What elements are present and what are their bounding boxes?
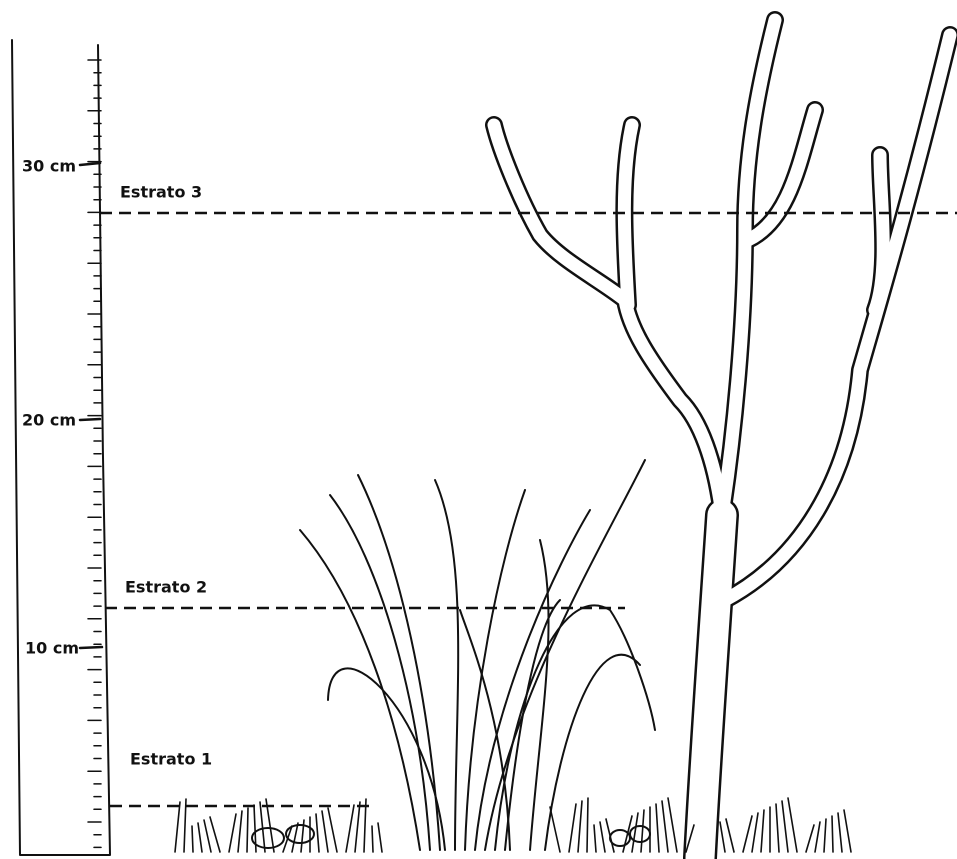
grass-blade [315, 813, 320, 853]
grass-blade [831, 815, 834, 853]
grass-blade [655, 803, 660, 853]
grass-blade [253, 804, 257, 853]
grass-blade [371, 825, 374, 853]
grass-blade [586, 797, 589, 853]
grass-blade [203, 819, 212, 853]
ruler-label: 10 cm [25, 639, 79, 658]
grass-blade [237, 810, 243, 853]
grass-blade [568, 803, 577, 853]
ruler-label: 30 cm [22, 157, 76, 176]
grass-blade [363, 798, 367, 853]
grass-blade [805, 824, 815, 853]
major-tick [78, 161, 102, 167]
grass-blade [259, 801, 266, 853]
ground-grass [174, 797, 852, 853]
major-tick [78, 417, 102, 422]
grass-blade [300, 819, 305, 853]
grass-blade [775, 803, 780, 853]
grass-blade [345, 804, 355, 853]
tree [485, 11, 957, 859]
grass-blade [327, 807, 338, 853]
grass-blade [742, 815, 753, 853]
grass-blade [321, 810, 329, 853]
ruler: 30 cm 20 cm 10 cm [11, 39, 111, 856]
grass-blade [209, 816, 221, 853]
grass-blade [787, 797, 798, 853]
grass-blade [843, 809, 852, 853]
grass-blade [814, 821, 821, 853]
grass-blade [640, 809, 645, 853]
grass-blade [197, 822, 203, 853]
stratum-label: Estrato 3 [120, 183, 202, 202]
grass-blade [191, 825, 194, 853]
stones [251, 824, 651, 849]
grass-blade [631, 812, 639, 853]
grass-blade [174, 801, 181, 853]
grass-blade [751, 812, 759, 853]
grass-blade [719, 821, 726, 853]
grass-blade [577, 800, 583, 853]
grass-blade [725, 818, 735, 853]
grass-clump [299, 459, 656, 851]
grass-blade [760, 809, 765, 853]
major-tick [78, 645, 104, 650]
grass-blade [661, 800, 669, 853]
grass-blade [685, 824, 695, 853]
grass-blade [291, 822, 299, 853]
grass-blade [781, 800, 789, 853]
grass-blade [599, 821, 606, 853]
grass-blade [549, 806, 561, 853]
grass-blade [377, 822, 383, 853]
grass-blade [246, 807, 249, 853]
grass-blade [228, 813, 237, 853]
grass-blade [593, 824, 597, 853]
ruler-label: 20 cm [22, 411, 76, 430]
stratum-label: Estrato 2 [125, 578, 207, 597]
ruler-ticks [87, 59, 102, 849]
stratum-label: Estrato 1 [130, 750, 212, 769]
ruler-body [11, 39, 111, 856]
grass-blade [667, 797, 678, 853]
grass-blade [823, 818, 827, 853]
grass-blade [183, 798, 187, 853]
grass-blade [837, 812, 843, 853]
grass-blade [354, 801, 361, 853]
